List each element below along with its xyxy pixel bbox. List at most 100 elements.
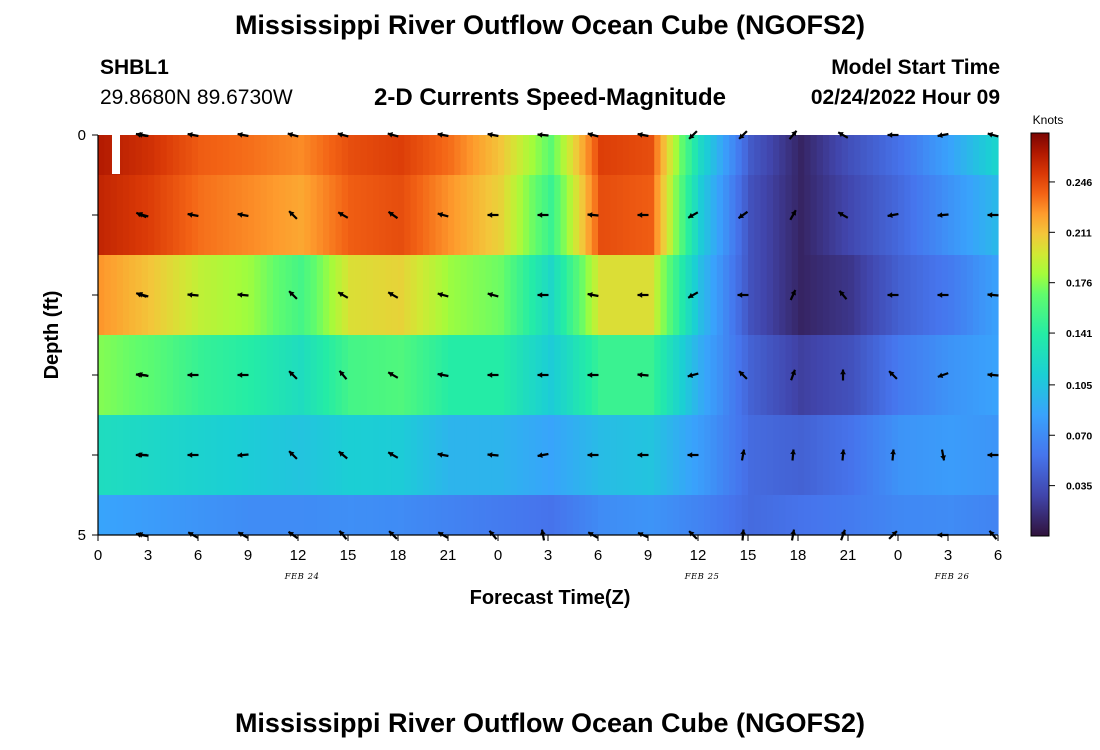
heatmap-cell: [929, 495, 937, 535]
heatmap-cell: [635, 495, 643, 535]
heatmap-cell: [129, 255, 137, 335]
heatmap-cell: [341, 135, 349, 175]
heatmap-cell: [810, 175, 818, 255]
heatmap-cell: [654, 415, 662, 495]
heatmap-cell: [260, 175, 268, 255]
heatmap-cell: [891, 415, 899, 495]
heatmap-cell: [548, 255, 555, 335]
heatmap-cell: [173, 135, 180, 175]
heatmap-cell: [223, 255, 230, 335]
heatmap-cell: [691, 135, 699, 175]
heatmap-cell: [316, 175, 324, 255]
heatmap-cell: [848, 495, 855, 535]
heatmap-cell: [360, 175, 368, 255]
heatmap-cell: [454, 255, 462, 335]
heatmap-cell: [960, 135, 968, 175]
heatmap-cell: [148, 415, 155, 495]
heatmap-cell: [766, 135, 774, 175]
heatmap-cell: [560, 135, 568, 175]
heatmap-cell: [685, 175, 693, 255]
heatmap-cell: [360, 495, 368, 535]
heatmap-cell: [360, 415, 368, 495]
heatmap-cell: [273, 255, 280, 335]
heatmap-cell: [360, 135, 368, 175]
heatmap-cell: [98, 415, 105, 495]
heatmap-cell: [316, 255, 324, 335]
heatmap-cell: [898, 415, 905, 495]
heatmap-cell: [729, 495, 737, 535]
heatmap-cell: [354, 135, 362, 175]
current-arrow: [137, 212, 149, 218]
colorbar-tick-label: 0.141: [1066, 328, 1092, 340]
heatmap-cell: [673, 135, 680, 175]
heatmap-cell: [379, 175, 387, 255]
heatmap-cell: [141, 495, 149, 535]
heatmap-cell: [173, 415, 180, 495]
heatmap-cell: [616, 495, 624, 535]
heatmap-cell: [760, 255, 768, 335]
heatmap-cell: [266, 255, 274, 335]
heatmap-cell: [854, 415, 862, 495]
heatmap-cell: [504, 175, 512, 255]
heatmap-cell: [566, 335, 574, 415]
heatmap-cell: [316, 335, 324, 415]
heatmap-cell: [148, 255, 155, 335]
heatmap-cell: [554, 335, 562, 415]
x-tick-label: 3: [944, 547, 952, 564]
heatmap-cell: [160, 415, 168, 495]
heatmap-cell: [598, 135, 605, 175]
heatmap-cell: [966, 135, 974, 175]
colorbar-tick-label: 0.211: [1066, 227, 1092, 239]
heatmap-cell: [129, 415, 137, 495]
current-arrow: [637, 212, 649, 218]
heatmap-cell: [979, 415, 987, 495]
heatmap-cell: [110, 415, 118, 495]
heatmap-cell: [823, 255, 830, 335]
current-arrow: [288, 450, 298, 460]
heatmap-cell: [960, 255, 968, 335]
heatmap-cell: [710, 175, 718, 255]
heatmap-cell: [829, 135, 837, 175]
heatmap-cell: [579, 135, 587, 175]
colorbar-tick-label: 0.035: [1066, 481, 1092, 493]
heatmap-cell: [291, 135, 299, 175]
heatmap-cell: [766, 255, 774, 335]
heatmap-cell: [835, 135, 843, 175]
heatmap-cell: [404, 495, 412, 535]
current-arrow: [687, 372, 699, 378]
heatmap-cell: [748, 175, 755, 255]
current-arrow: [940, 449, 946, 461]
heatmap-cell: [829, 415, 837, 495]
heatmap-cell: [548, 335, 555, 415]
heatmap-cell: [479, 495, 487, 535]
heatmap-cell: [660, 255, 668, 335]
current-arrow: [487, 132, 499, 138]
current-arrow: [337, 132, 349, 138]
current-arrow: [137, 132, 149, 138]
heatmap-cell: [229, 495, 237, 535]
current-arrow: [790, 449, 796, 461]
heatmap-cell: [679, 255, 687, 335]
heatmap-cell: [698, 255, 705, 335]
heatmap-cell: [673, 495, 680, 535]
heatmap-cell: [816, 495, 824, 535]
heatmap-cell: [191, 495, 199, 535]
x-tick-label: 12: [690, 547, 707, 564]
heatmap-cell: [923, 495, 930, 535]
colorbar: Knots 0.035 0.070 0.105 0.141 0.176 0.211 0.24…: [1030, 113, 1092, 537]
heatmap-cell: [604, 335, 612, 415]
heatmap-cell: [335, 415, 343, 495]
x-tick-label: 6: [194, 547, 202, 564]
heatmap-cell: [566, 175, 574, 255]
date-label: FEB 25: [684, 572, 720, 582]
heatmap-cell: [573, 255, 580, 335]
heatmap-cell: [266, 135, 274, 175]
heatmap-cell: [904, 175, 912, 255]
heatmap-cell: [854, 175, 862, 255]
heatmap-cell: [360, 335, 368, 415]
heatmap-cell: [298, 135, 305, 175]
missing-data-gap: [112, 135, 120, 174]
heatmap-cell: [235, 135, 243, 175]
heatmap-cell: [829, 495, 837, 535]
heatmap-cell: [748, 415, 755, 495]
